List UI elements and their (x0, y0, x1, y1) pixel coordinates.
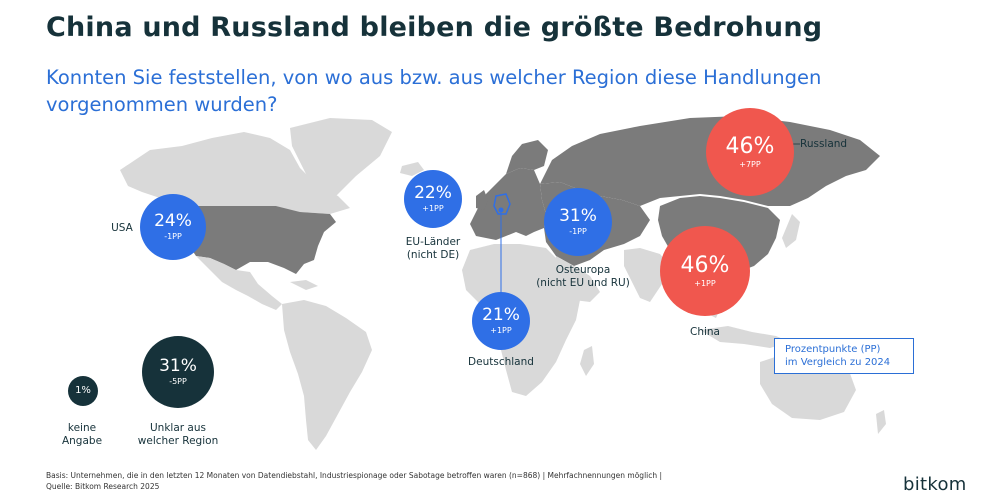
footer-source: Quelle: Bitkom Research 2025 (46, 482, 160, 491)
pp-note-line2: im Vergleich zu 2024 (785, 357, 891, 368)
china-bubble: 46% +1PP (660, 226, 750, 316)
page-title: China und Russland bleiben die größte Be… (46, 12, 823, 43)
usa-bubble: 24% -1PP (140, 194, 206, 260)
usa-change: -1PP (164, 231, 182, 241)
osteuropa-bubble: 31% -1PP (544, 188, 612, 256)
russland-bubble: 46% +7PP (706, 108, 794, 196)
footer-basis: Basis: Unternehmen, die in den letzten 1… (46, 471, 663, 480)
deutschland-value: 21% (482, 304, 520, 325)
usa-shape (176, 206, 336, 274)
uk-shape (476, 190, 488, 210)
usa-value: 24% (154, 210, 192, 231)
deutschland-bubble: 21% +1PP (472, 292, 530, 350)
eu-label-line1: EU-Länder (405, 236, 461, 248)
osteuropa-value: 31% (559, 205, 597, 226)
deutschland-change: +1PP (490, 325, 512, 335)
unklar-value: 31% (159, 355, 197, 376)
usa-label: USA (111, 222, 133, 234)
keine-angabe-label: keine Angabe (52, 422, 112, 448)
south-america-shape (282, 300, 372, 450)
eu-bubble: 22% +1PP (404, 170, 462, 228)
unklar-bubble: 31% -5PP (142, 336, 214, 408)
keine-angabe-label-line1: keine (67, 422, 97, 434)
new-zealand-shape (876, 410, 886, 434)
scandinavia-shape (506, 140, 548, 174)
iceland-shape (400, 162, 424, 176)
mexico-shape (196, 256, 282, 310)
eu-change: +1PP (422, 203, 444, 213)
deutschland-label: Deutschland (468, 356, 534, 368)
unklar-label-line2: welcher Region (137, 435, 219, 447)
indonesia-shape (700, 326, 790, 348)
china-label: China (690, 326, 720, 338)
osteuropa-change: -1PP (569, 226, 587, 236)
caribbean-shape (290, 280, 318, 290)
madagascar-shape (580, 346, 594, 376)
japan-shape (782, 214, 800, 248)
keine-angabe-label-line2: Angabe (61, 435, 103, 447)
germany-shape (493, 193, 511, 215)
osteuropa-label-line1: Osteuropa (555, 264, 611, 276)
india-shape (624, 248, 670, 302)
eu-label: EU-Länder (nicht DE) (390, 236, 476, 262)
osteuropa-label-line2: (nicht EU und RU) (536, 277, 630, 289)
osteuropa-label: Osteuropa (nicht EU und RU) (530, 264, 636, 290)
bitkom-logo: bitkom (903, 474, 967, 495)
page-subtitle: Konnten Sie feststellen, von wo aus bzw.… (46, 66, 822, 116)
canada-shape (120, 132, 350, 214)
keine-angabe-bubble: 1% (68, 376, 98, 406)
unklar-label-line1: Unklar aus (150, 422, 206, 434)
unklar-label: Unklar aus welcher Region (128, 422, 228, 448)
keine-angabe-value: 1% (75, 385, 91, 396)
footer: Basis: Unternehmen, die in den letzten 1… (46, 470, 662, 492)
russland-label: Russland (800, 138, 848, 150)
china-change: +1PP (694, 278, 716, 288)
germany-marker (498, 207, 504, 213)
eu-label-line2: (nicht DE) (406, 249, 460, 261)
china-value: 46% (680, 252, 730, 278)
greenland-shape (290, 118, 392, 196)
pp-note-box: Prozentpunkte (PP) im Vergleich zu 2024 (774, 338, 914, 374)
eu-value: 22% (414, 182, 452, 203)
pp-note-line1: Prozentpunkte (PP) (785, 344, 881, 355)
russland-value: 46% (725, 133, 775, 159)
russland-change: +7PP (739, 159, 761, 169)
unklar-change: -5PP (169, 376, 187, 386)
